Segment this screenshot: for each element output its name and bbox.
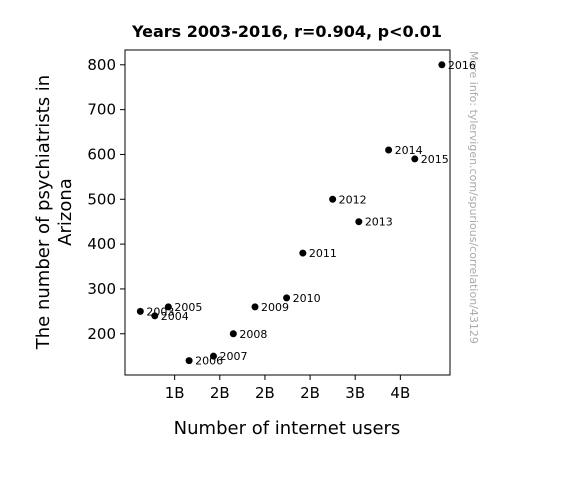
x-tick-label: 2B	[255, 384, 275, 402]
data-point-label-2012: 2012	[339, 193, 367, 206]
y-tick-label: 200	[87, 325, 116, 343]
data-point-label-2004: 2004	[161, 310, 189, 323]
data-point-2005	[164, 303, 172, 311]
data-point-2010	[283, 294, 291, 302]
data-point-label-2007: 2007	[219, 350, 247, 363]
y-axis-label-line-2: Arizona	[55, 178, 76, 246]
plot-frame	[124, 49, 451, 376]
data-point-label-2008: 2008	[239, 328, 267, 341]
y-tick-label: 800	[87, 56, 116, 74]
x-tick-label: 4B	[390, 384, 410, 402]
data-point-2011	[299, 249, 307, 257]
data-point-label-2010: 2010	[293, 292, 321, 305]
chart-title: Years 2003-2016, r=0.904, p<0.01	[131, 22, 442, 41]
data-point-label-2003: 2003	[146, 305, 174, 318]
data-point-label-2016: 2016	[448, 59, 476, 72]
y-axis-label-line-1: The number of psychiatrists in	[33, 75, 54, 350]
data-point-2008	[229, 330, 237, 338]
y-tick-label: 300	[87, 280, 116, 298]
data-point-label-2011: 2011	[309, 247, 337, 260]
data-point-2007	[209, 352, 217, 360]
data-point-2016	[438, 61, 446, 69]
data-point-label-2015: 2015	[421, 153, 449, 166]
axis-ticks: 1B 2B 2B 2B 3B 4B 200 300 400 500 600 700 800	[87, 56, 410, 402]
data-point-label-2006: 2006	[195, 355, 223, 368]
watermark: More info: tylervigen.com/spurious/corre…	[467, 51, 480, 344]
x-tick-label: 2B	[300, 384, 320, 402]
data-point-label-2009: 2009	[261, 301, 289, 314]
data-point-2003	[136, 307, 144, 315]
data-point-2009	[251, 303, 259, 311]
x-tick-label: 2B	[210, 384, 230, 402]
data-point-2004	[151, 312, 159, 320]
data-point-2014	[385, 146, 393, 154]
x-tick-label: 3B	[345, 384, 365, 402]
data-point-2013	[355, 218, 363, 226]
data-points	[136, 61, 446, 365]
data-point-label-2005: 2005	[174, 301, 202, 314]
y-axis-label: The number of psychiatrists in Arizona	[33, 75, 76, 350]
y-tick-label: 500	[87, 190, 116, 208]
y-tick-label: 600	[87, 145, 116, 163]
x-tick-label: 1B	[165, 384, 185, 402]
data-point-label-2013: 2013	[365, 216, 393, 229]
data-point-2012	[329, 195, 337, 203]
data-point-2006	[185, 357, 193, 365]
data-point-label-2014: 2014	[395, 144, 423, 157]
y-tick-label: 400	[87, 235, 116, 253]
y-tick-label: 700	[87, 101, 116, 119]
data-point-2015	[411, 155, 419, 163]
x-axis-label: Number of internet users	[174, 418, 401, 439]
